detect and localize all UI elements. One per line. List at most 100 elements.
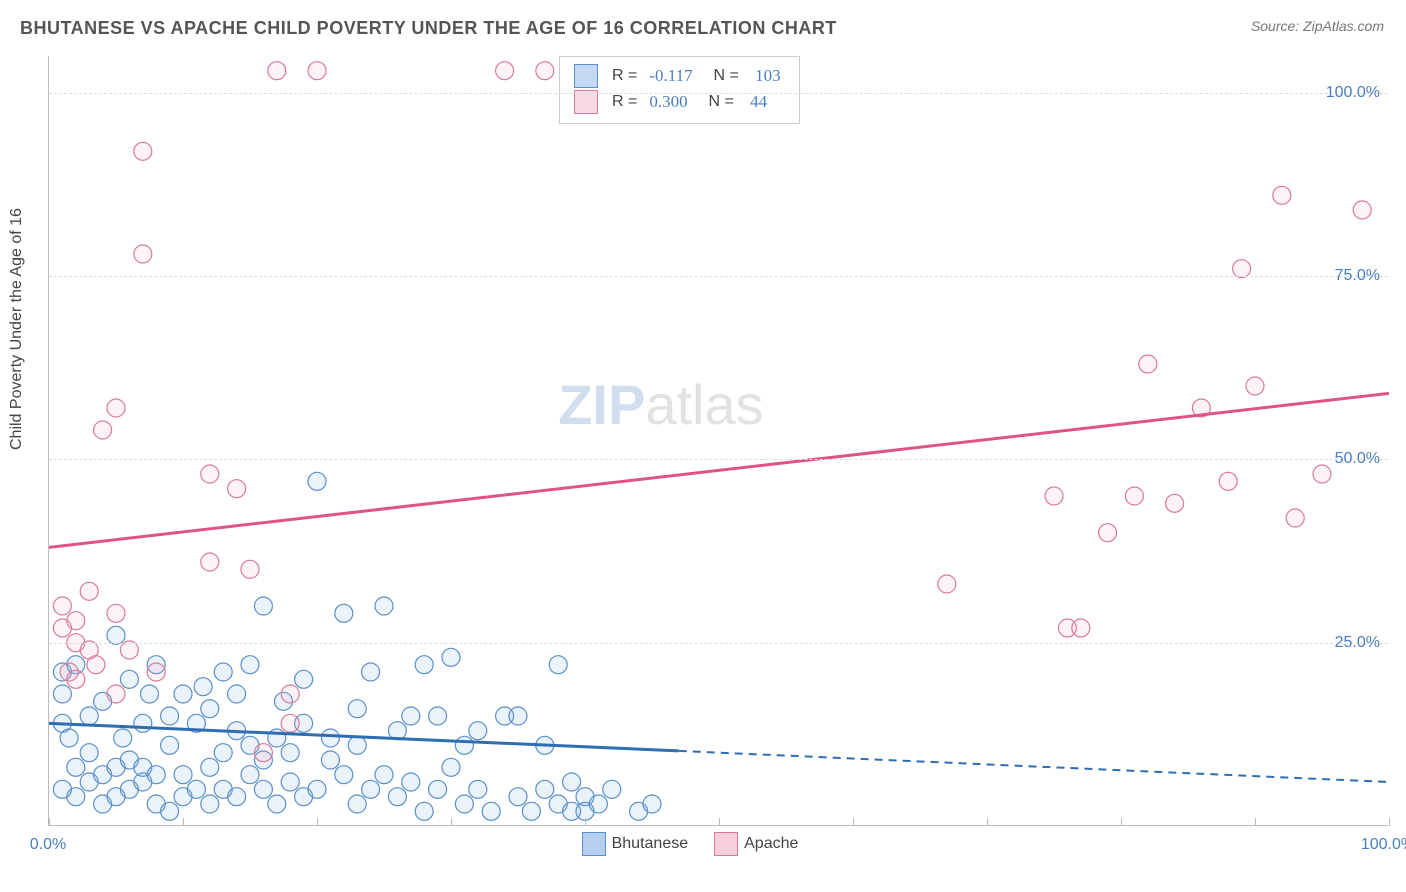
data-point <box>362 663 380 681</box>
gridline <box>49 643 1388 644</box>
data-point <box>1219 472 1237 490</box>
data-point <box>321 729 339 747</box>
data-point <box>67 612 85 630</box>
data-point <box>53 597 71 615</box>
data-point <box>161 707 179 725</box>
data-point <box>482 802 500 820</box>
data-point <box>415 656 433 674</box>
data-point <box>308 780 326 798</box>
data-point <box>1045 487 1063 505</box>
data-point <box>1233 260 1251 278</box>
data-point <box>80 582 98 600</box>
legend-label: Apache <box>744 835 798 852</box>
data-point <box>174 685 192 703</box>
x-tick-label: 100.0% <box>1361 836 1406 854</box>
data-point <box>134 245 152 263</box>
data-point <box>87 656 105 674</box>
gridline <box>49 276 1388 277</box>
data-point <box>174 766 192 784</box>
data-point <box>429 780 447 798</box>
data-point <box>268 795 286 813</box>
data-point <box>1125 487 1143 505</box>
data-point <box>214 744 232 762</box>
stat-R-value: -0.117 <box>649 63 692 89</box>
x-tick <box>49 818 50 826</box>
data-point <box>522 802 540 820</box>
data-point <box>241 560 259 578</box>
data-point <box>469 722 487 740</box>
data-point <box>53 685 71 703</box>
x-tick <box>719 818 720 826</box>
y-tick-label: 50.0% <box>1335 450 1380 468</box>
data-point <box>281 773 299 791</box>
data-point <box>281 744 299 762</box>
data-point <box>268 62 286 80</box>
data-point <box>335 604 353 622</box>
x-tick <box>585 818 586 826</box>
data-point <box>201 465 219 483</box>
y-axis-label: Child Poverty Under the Age of 16 <box>8 208 26 450</box>
data-point <box>1246 377 1264 395</box>
data-point <box>509 707 527 725</box>
data-point <box>141 685 159 703</box>
data-point <box>214 663 232 681</box>
data-point <box>1072 619 1090 637</box>
data-point <box>107 399 125 417</box>
data-point <box>60 729 78 747</box>
data-point <box>254 744 272 762</box>
data-point <box>241 766 259 784</box>
data-point <box>1313 465 1331 483</box>
data-point <box>254 780 272 798</box>
x-tick <box>987 818 988 826</box>
chart-title: BHUTANESE VS APACHE CHILD POVERTY UNDER … <box>20 18 837 39</box>
series-swatch <box>574 64 598 88</box>
data-point <box>161 802 179 820</box>
data-point <box>201 795 219 813</box>
data-point <box>147 766 165 784</box>
y-tick-label: 75.0% <box>1335 267 1380 285</box>
data-point <box>194 678 212 696</box>
data-point <box>134 142 152 160</box>
data-point <box>80 707 98 725</box>
data-point <box>120 670 138 688</box>
data-point <box>1286 509 1304 527</box>
stat-R-label: R = <box>612 63 637 89</box>
data-point <box>94 421 112 439</box>
data-point <box>281 685 299 703</box>
data-point <box>348 795 366 813</box>
data-point <box>241 656 259 674</box>
data-point <box>201 758 219 776</box>
data-point <box>281 714 299 732</box>
legend: Bhutanese Apache <box>0 832 1406 856</box>
data-point <box>375 766 393 784</box>
data-point <box>375 597 393 615</box>
data-point <box>254 597 272 615</box>
legend-swatch <box>714 832 738 856</box>
data-point <box>442 758 460 776</box>
data-point <box>114 729 132 747</box>
x-tick <box>317 818 318 826</box>
data-point <box>402 707 420 725</box>
data-point <box>120 641 138 659</box>
correlation-stats-box: R =-0.117 N = 103R =0.300 N = 44 <box>559 56 800 124</box>
x-tick <box>451 818 452 826</box>
trend-line-extrapolated <box>679 751 1389 782</box>
x-tick <box>183 818 184 826</box>
data-point <box>429 707 447 725</box>
data-point <box>1166 494 1184 512</box>
data-point <box>1353 201 1371 219</box>
stat-N-label: N = <box>705 63 739 89</box>
trend-line <box>49 393 1389 547</box>
data-point <box>549 656 567 674</box>
data-point <box>308 472 326 490</box>
x-tick-label: 0.0% <box>30 836 66 854</box>
data-point <box>80 744 98 762</box>
data-point <box>107 626 125 644</box>
data-point <box>348 736 366 754</box>
x-tick <box>1121 818 1122 826</box>
legend-label: Bhutanese <box>612 835 689 852</box>
data-point <box>536 780 554 798</box>
data-point <box>388 788 406 806</box>
data-point <box>107 604 125 622</box>
data-point <box>455 795 473 813</box>
